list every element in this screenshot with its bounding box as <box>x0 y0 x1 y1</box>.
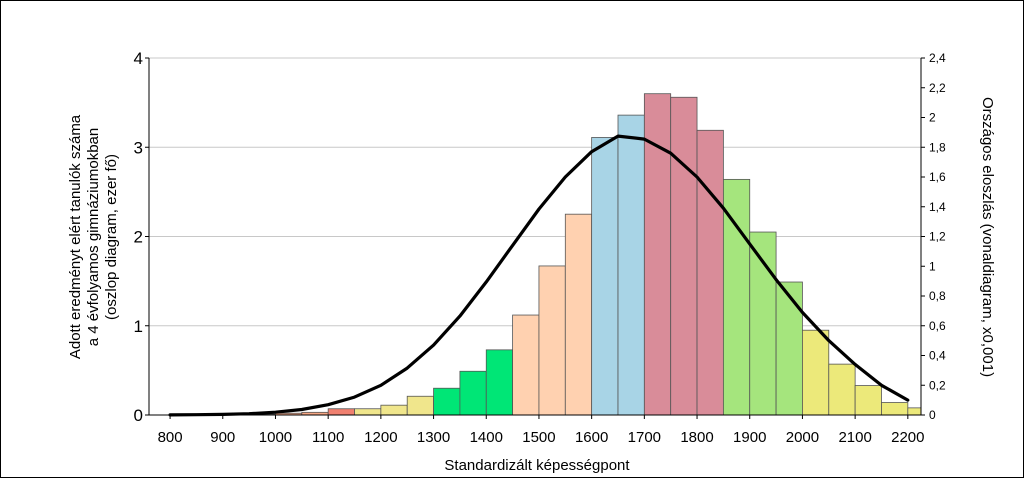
right-y-tick-label: 0,6 <box>929 319 946 333</box>
bar <box>539 266 565 415</box>
x-tick-label: 1300 <box>417 429 450 446</box>
left-y-axis-label: Adott eredményt elért tanulók száma a 4 … <box>67 114 120 359</box>
bar <box>881 403 907 415</box>
bar <box>381 405 407 415</box>
bar <box>460 371 486 415</box>
right-y-tick-label: 2,2 <box>929 81 946 95</box>
bar <box>697 130 723 415</box>
x-tick-label: 1200 <box>364 429 397 446</box>
right-y-tick-label: 1,6 <box>929 170 946 184</box>
x-tick-label: 1500 <box>522 429 555 446</box>
bar <box>486 350 512 415</box>
bar <box>434 388 460 415</box>
bar <box>407 396 433 415</box>
bar <box>328 409 354 415</box>
left-y-tick-labels: 0 1 2 3 4 <box>134 49 149 425</box>
bar <box>618 115 644 415</box>
bar <box>592 137 618 415</box>
left-y-axis-label-line-1: Adott eredményt elért tanulók száma <box>67 114 84 359</box>
right-y-tick-label: 0,4 <box>929 349 946 363</box>
x-axis-label: Standardizált képességpont <box>444 457 630 474</box>
bar <box>776 282 802 415</box>
x-tick-label: 1800 <box>680 429 713 446</box>
right-y-tick-label: 1,2 <box>929 230 946 244</box>
right-y-tick-label: 2 <box>929 111 936 125</box>
right-y-tick-label: 1,4 <box>929 200 946 214</box>
gridlines <box>149 58 921 326</box>
x-tick-label: 1000 <box>259 429 292 446</box>
bar <box>513 315 539 415</box>
left-y-tick-label: 1 <box>134 317 143 336</box>
right-y-tick-label: 1 <box>929 259 936 273</box>
right-y-tick-label: 0,2 <box>929 378 946 392</box>
left-y-axis-label-line-3: (oszlop diagram, ezer fő) <box>103 154 120 320</box>
x-tick-label: 2200 <box>891 429 924 446</box>
x-tick-label: 1700 <box>628 429 661 446</box>
bar <box>802 330 828 415</box>
bar <box>671 97 697 415</box>
right-y-tick-label: 0,8 <box>929 289 946 303</box>
x-tick-labels: 800 900 1000 1100 1200 1300 1400 1500 1600 1700 18… <box>158 415 925 446</box>
x-tick-label: 1100 <box>312 429 344 446</box>
x-tick-label: 1400 <box>470 429 503 446</box>
bar <box>829 364 855 415</box>
left-y-tick-label: 0 <box>134 406 143 425</box>
x-tick-label: 2100 <box>838 429 871 446</box>
right-y-tick-label: 1,8 <box>929 140 946 154</box>
x-tick-label: 1600 <box>575 429 608 446</box>
bar <box>908 408 921 415</box>
left-y-axis-label-line-2: a 4 évfolyamos gimnáziumokban <box>85 128 102 346</box>
x-tick-label: 900 <box>210 429 235 446</box>
right-y-axis-label: Országos eloszlás (vonaldiagram, x0,001) <box>979 97 996 377</box>
left-y-tick-label: 2 <box>134 228 143 247</box>
bar <box>355 409 381 415</box>
left-y-tick-label: 3 <box>134 138 143 157</box>
bar <box>565 214 591 415</box>
x-tick-label: 2000 <box>786 429 819 446</box>
bars <box>170 94 921 415</box>
x-tick-label: 800 <box>158 429 183 446</box>
right-y-tick-labels: 0 0,2 0,4 0,6 0,8 1 1,2 1,4 1,6 1,8 2 2,2 2,4 <box>921 51 946 422</box>
right-y-tick-label: 0 <box>929 408 936 422</box>
left-y-tick-label: 4 <box>134 49 143 68</box>
right-y-tick-label: 2,4 <box>929 51 946 65</box>
bar <box>855 386 881 415</box>
x-tick-label: 1900 <box>733 429 766 446</box>
